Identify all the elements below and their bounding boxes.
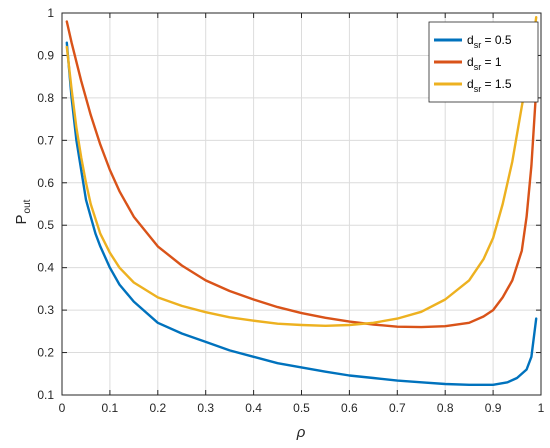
x-tick-label: 0.9 [485, 401, 502, 415]
x-tick-label: 0 [59, 401, 66, 415]
x-axis-ticks: 0 0.1 0.2 0.3 0.4 0.5 0.6 0.7 0.8 0.9 1 [59, 13, 545, 415]
y-tick-label: 1 [47, 6, 54, 20]
y-tick-label: 0.7 [37, 133, 54, 147]
y-axis-label-main: P [13, 214, 30, 224]
y-axis-label-sub: out [22, 199, 33, 213]
y-tick-label: 0.5 [37, 218, 54, 232]
y-tick-label: 0.4 [37, 261, 54, 275]
y-tick-label: 0.9 [37, 48, 54, 62]
series-line-2 [65, 16, 538, 327]
legend-label-value: = 1 [481, 55, 502, 69]
legend-label-1: dsr = 1 [467, 55, 502, 72]
series-group [65, 16, 538, 386]
series-line-1 [65, 20, 538, 329]
legend-label-value: = 0.5 [481, 33, 512, 47]
y-tick-label: 0.1 [37, 388, 54, 402]
y-tick-label: 0.6 [37, 176, 54, 190]
x-tick-label: 0.2 [149, 401, 166, 415]
y-tick-label: 0.3 [37, 303, 54, 317]
legend-label-main: d [467, 33, 474, 47]
x-tick-label: 0.8 [437, 401, 454, 415]
y-tick-label: 0.8 [37, 91, 54, 105]
legend-label-sub: sr [474, 62, 482, 72]
legend-label-value: = 1.5 [481, 77, 512, 91]
x-tick-label: 0.1 [102, 401, 119, 415]
legend-label-main: d [467, 77, 474, 91]
x-axis-label: ρ [296, 424, 306, 441]
x-tick-label: 0.5 [293, 401, 310, 415]
series-line-0 [65, 41, 538, 386]
x-tick-label: 1 [538, 401, 545, 415]
legend-label-0: dsr = 0.5 [467, 33, 512, 50]
x-tick-label: 0.6 [341, 401, 358, 415]
y-axis-label: Pout [13, 199, 33, 224]
legend-label-sub: sr [474, 40, 482, 50]
legend-label-sub: sr [474, 84, 482, 94]
legend-label-main: d [467, 55, 474, 69]
legend-label-2: dsr = 1.5 [467, 77, 512, 94]
x-tick-label: 0.7 [389, 401, 406, 415]
y-axis-ticks: 0.1 0.2 0.3 0.4 0.5 0.6 0.7 0.8 0.9 1 [37, 6, 541, 402]
y-tick-label: 0.2 [37, 346, 54, 360]
x-tick-label: 0.4 [245, 401, 262, 415]
x-tick-label: 0.3 [197, 401, 214, 415]
